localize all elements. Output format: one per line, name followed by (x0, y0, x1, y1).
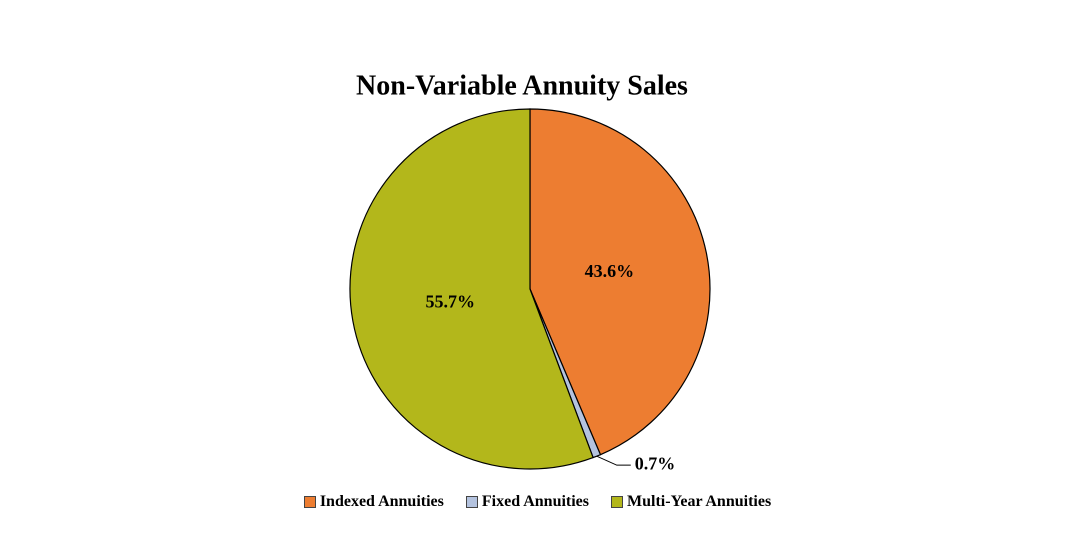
leader-line (596, 455, 631, 466)
legend-item: Fixed Annuities (465, 493, 590, 511)
legend-swatch (465, 496, 478, 508)
chart-title: Non-Variable Annuity Sales (356, 70, 688, 101)
chart: Non-Variable Annuity Sales 43.6% 0.7% 55.7… (349, 70, 711, 473)
legend-item: Indexed Annuities (303, 493, 444, 511)
legend-item: Multi-Year Annuities (611, 493, 771, 511)
legend-swatch (611, 496, 624, 508)
legend-swatch (303, 496, 316, 508)
legend-label: Indexed Annuities (319, 493, 444, 510)
legend-label: Multi-Year Annuities (627, 493, 772, 510)
data-label: 55.7% (426, 292, 476, 312)
data-label: 0.7% (635, 453, 676, 473)
legend: Indexed Annuities Fixed Annuities Multi-Ye… (0, 493, 1075, 511)
legend-label: Fixed Annuities (481, 493, 590, 510)
data-label: 43.6% (585, 261, 635, 281)
pie-slice (529, 108, 711, 456)
pie-slice (349, 108, 594, 470)
